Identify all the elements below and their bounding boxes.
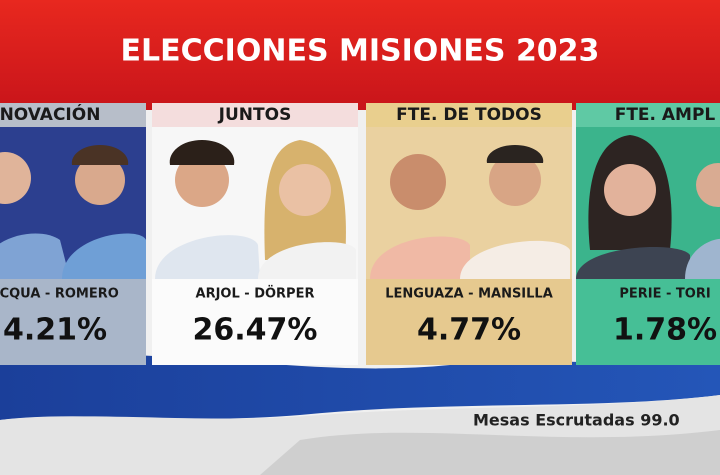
flag-shadow: [260, 430, 720, 475]
body: [685, 238, 720, 279]
hair: [486, 144, 544, 163]
face: [0, 152, 31, 204]
party-name: FTE. AMPL: [615, 105, 716, 125]
body: [576, 246, 690, 279]
panel-header: [366, 103, 572, 127]
hair: [169, 139, 235, 165]
face: [390, 154, 446, 210]
face: [75, 155, 125, 205]
flag-red: [0, 0, 720, 110]
face: [604, 164, 656, 216]
panel-footer: [152, 279, 358, 365]
body: [258, 242, 356, 279]
body: [62, 233, 146, 279]
panel-footer: [576, 279, 720, 365]
panel-header: [576, 103, 720, 127]
title: ELECCIONES MISIONES 2023: [121, 34, 600, 69]
flag-blue: [0, 354, 720, 420]
candidate-names: LENGUAZA - MANSILLA: [385, 287, 553, 302]
vote-percent: 26.47%: [193, 313, 318, 348]
panel-header: [152, 103, 358, 127]
vote-percent: 4.77%: [417, 313, 521, 348]
body: [0, 233, 70, 279]
vote-percent: 4.21%: [3, 313, 107, 348]
candidate-names: ARJOL - DÖRPER: [196, 286, 315, 302]
panel-footer: [0, 279, 146, 365]
face: [279, 164, 331, 216]
body: [460, 240, 570, 279]
face: [175, 153, 229, 207]
hair: [71, 144, 129, 165]
panel-header: [0, 103, 146, 127]
face: [489, 154, 541, 206]
party-name: FTE. DE TODOS: [396, 105, 542, 125]
face: [696, 163, 720, 207]
vote-percent: 1.78%: [613, 313, 717, 348]
body: [370, 236, 470, 279]
candidate-names: PERIE - TORI: [619, 287, 710, 302]
panel-footer: [366, 279, 572, 365]
footer-text: Mesas Escrutadas 99.0: [473, 411, 680, 430]
party-name: NOVACIÓN: [0, 103, 100, 125]
candidate-names: LACQUA - ROMERO: [0, 287, 119, 302]
party-name: JUNTOS: [218, 105, 292, 125]
body: [155, 235, 260, 279]
